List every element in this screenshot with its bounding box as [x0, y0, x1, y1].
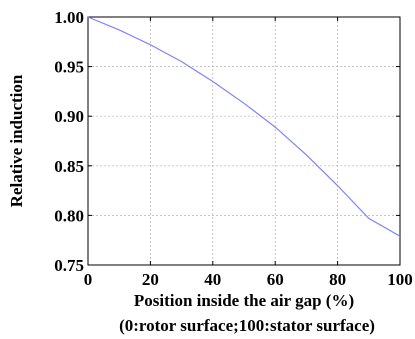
x-tick-label: 60 — [267, 270, 284, 289]
x-tick-label: 100 — [387, 270, 413, 289]
x-tick-label: 40 — [204, 270, 221, 289]
x-tick-label: 80 — [329, 270, 346, 289]
grid — [88, 17, 400, 265]
y-axis-ticks: 0.75 0.80 0.85 0.90 0.95 1.00 — [54, 8, 400, 275]
y-tick-label: 0.95 — [54, 58, 84, 77]
y-tick-label: 0.85 — [54, 157, 84, 176]
y-tick-label: 0.80 — [54, 206, 84, 225]
y-axis-label: Relative induction — [7, 74, 26, 207]
plot-frame — [87, 16, 401, 266]
x-axis-sublabel: (0:rotor surface;100:stator surface) — [119, 316, 375, 335]
series-line — [87, 16, 401, 237]
y-tick-label: 0.75 — [54, 256, 84, 275]
y-tick-label: 0.90 — [54, 107, 84, 126]
x-tick-label: 20 — [142, 270, 159, 289]
x-axis-ticks: 0 20 40 60 80 100 — [84, 17, 413, 289]
x-tick-label: 0 — [84, 270, 93, 289]
x-axis-label: Position inside the air gap (%) — [134, 291, 354, 310]
y-tick-label: 1.00 — [54, 8, 84, 27]
